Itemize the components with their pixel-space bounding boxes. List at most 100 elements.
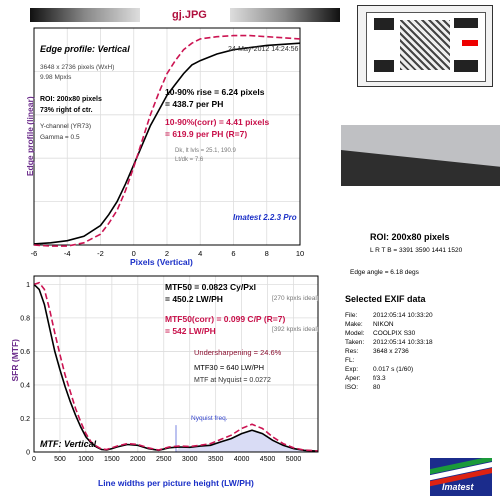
imatest-logo: Imatest	[430, 458, 492, 496]
exif-row: Make: NIKON	[345, 321, 495, 330]
nyquist-label: Nyquist freq.	[191, 415, 228, 422]
exif-value: 2012:05:14 10:33:20	[373, 312, 433, 319]
mtf-y-label: SFR (MTF)	[9, 339, 20, 382]
edge-roi-1: 73% right of ctr.	[40, 107, 93, 114]
exif-key: File:	[345, 312, 358, 319]
exif-value: COOLPIX S30	[373, 330, 416, 337]
edge-x-ticks: -6 -4 -2 0 2 4 6 8 10	[31, 249, 305, 258]
edge-measured-line	[33, 42, 301, 245]
mtf-x-tick-label: 4000	[234, 456, 250, 463]
exif-value: 3648 x 2736	[373, 348, 409, 355]
edge-roi-0: ROI: 200x80 pixels	[40, 96, 102, 103]
mtf-y-tick-label: 0.8	[20, 315, 30, 322]
edge-x-tick-label: 8	[265, 249, 269, 258]
mtf-ideal-1: [270 kpxls ideal]	[272, 295, 319, 302]
mtf-ideal-2: [392 kpxls ideal]	[272, 326, 319, 333]
edge-channel-1: Gamma = 0.5	[40, 134, 80, 141]
edge-y-label: Edge profile (linear)	[24, 96, 35, 177]
exif-row: FL:	[345, 357, 495, 366]
mtf-mtf30: MTF30 = 640 LW/PH	[194, 363, 265, 372]
exif-key: Exp:	[345, 366, 359, 373]
exif-value: NIKON	[373, 321, 394, 328]
mtf-stat-3: = 542 LW/PH	[165, 326, 216, 336]
mtf-stat-1: = 450.2 LW/PH	[165, 294, 223, 304]
mtf-stat-2: MTF50(corr) = 0.099 C/P (R=7)	[165, 314, 286, 324]
edge-angle: Edge angle = 6.18 degs	[350, 269, 419, 276]
edge-x-tick-label: 10	[296, 249, 304, 258]
edge-x-tick-label: 2	[165, 249, 169, 258]
exif-row: Taken: 2012:05:14 10:33:18	[345, 339, 495, 348]
mtf-stat-0: MTF50 = 0.0823 Cy/Pxl	[165, 282, 256, 292]
mtf-x-tick-label: 3000	[182, 456, 198, 463]
exif-row: Exp: 0.017 s (1/60)	[345, 366, 495, 375]
exif-key: ISO:	[345, 384, 359, 391]
mtf-x-tick-label: 1500	[104, 456, 120, 463]
edge-info-0: 3648 x 2736 pixels (WxH)	[40, 64, 115, 71]
imatest-version: Imatest 2.2.3 Pro	[233, 213, 297, 222]
mtf-ticks: 0 500 1000 1500 2000 2500 3000 3500 4000 4500 5000…	[20, 282, 301, 463]
edge-small-1: Lt/dk = 7.6	[175, 157, 204, 163]
mtf-x-tick-label: 5000	[286, 456, 302, 463]
mtf-chart: 0 500 1000 1500 2000 2500 3000 3500 4000 4500 5000…	[20, 275, 319, 463]
mtf-y-tick-label: 0.2	[20, 416, 30, 423]
edge-x-tick-label: 6	[231, 249, 235, 258]
exif-value: f/3.3	[373, 375, 386, 382]
chart-thumbnail	[357, 5, 493, 87]
mtf-chart-label: MTF: Vertical	[40, 439, 97, 449]
edge-x-tick-label: -2	[97, 249, 104, 258]
roi-coords: L R T B = 3391 3590 1441 1520	[370, 247, 463, 254]
mtf-x-tick-label: 2000	[130, 456, 146, 463]
edge-x-tick-label: 0	[132, 249, 136, 258]
mtf-sharpening: Undersharpening = 24.6%	[194, 348, 282, 357]
mtf-y-tick-label: 0.6	[20, 349, 30, 356]
exif-value: 2012:05:14 10:33:18	[373, 339, 433, 346]
exif-list: File: 2012:05:14 10:33:20 Make: NIKON Model:…	[345, 312, 495, 393]
mtf-frame	[33, 275, 319, 453]
mtf-corrected-line	[33, 281, 319, 452]
edge-info-1: 9.98 Mpxls	[40, 74, 72, 81]
edge-rise-0: 10-90% rise = 6.24 pixels	[165, 87, 265, 97]
exif-row: Model: COOLPIX S30	[345, 330, 495, 339]
mtf-x-tick-label: 4500	[260, 456, 276, 463]
mtf-y-tick-label: 0	[26, 450, 30, 457]
gradient-bar-right	[230, 8, 340, 22]
exif-row: Aper: f/3.3	[345, 375, 495, 384]
exif-key: Aper:	[345, 375, 361, 382]
edge-rise-1: = 438.7 per PH	[165, 99, 224, 109]
gradient-bar-left	[30, 8, 140, 22]
roi-crop-image	[341, 125, 500, 186]
mtf-x-tick-label: 2500	[156, 456, 172, 463]
mtf-x-tick-label: 1000	[78, 456, 94, 463]
edge-corr-1: = 619.9 per PH (R=7)	[165, 129, 248, 139]
exif-key: Model:	[345, 330, 365, 337]
mtf-x-label: Line widths per picture height (LW/PH)	[98, 478, 254, 488]
edge-x-tick-label: -4	[64, 249, 71, 258]
exif-key: FL:	[345, 357, 355, 364]
exif-value: 80	[373, 384, 381, 391]
mtf-area-fill	[176, 430, 318, 452]
edge-channel-0: Y-channel (YR73)	[40, 123, 92, 130]
exif-title: Selected EXIF data	[345, 294, 426, 304]
logo-text: Imatest	[442, 482, 474, 492]
exif-value: 0.017 s (1/60)	[373, 366, 414, 373]
mtf-nyq-value: MTF at Nyquist = 0.0272	[194, 377, 271, 384]
mtf-measured-line	[33, 283, 319, 452]
edge-x-label: Pixels (Vertical)	[130, 257, 193, 267]
page-title: gj.JPG	[172, 9, 207, 21]
roi-title: ROI: 200x80 pixels	[370, 232, 450, 242]
edge-frame	[33, 27, 301, 246]
exif-key: Res:	[345, 348, 359, 355]
edge-chart-label: Edge profile: Vertical	[40, 44, 130, 54]
edge-small-0: Dk, lt lvls = 25.1, 190.9	[175, 148, 236, 154]
edge-x-tick-label: 4	[198, 249, 202, 258]
exif-key: Make:	[345, 321, 363, 328]
exif-row: ISO: 80	[345, 384, 495, 393]
mtf-y-tick-label: 1	[26, 282, 30, 289]
mtf-x-tick-label: 500	[54, 456, 66, 463]
edge-timestamp: 24-May-2012 14:24:56	[228, 46, 299, 53]
exif-row: Res: 3648 x 2736	[345, 348, 495, 357]
edge-corr-0: 10-90%(corr) = 4.41 pixels	[165, 117, 270, 127]
edge-x-tick-label: -6	[31, 249, 38, 258]
exif-key: Taken:	[345, 339, 365, 346]
mtf-x-tick-label: 0	[32, 456, 36, 463]
